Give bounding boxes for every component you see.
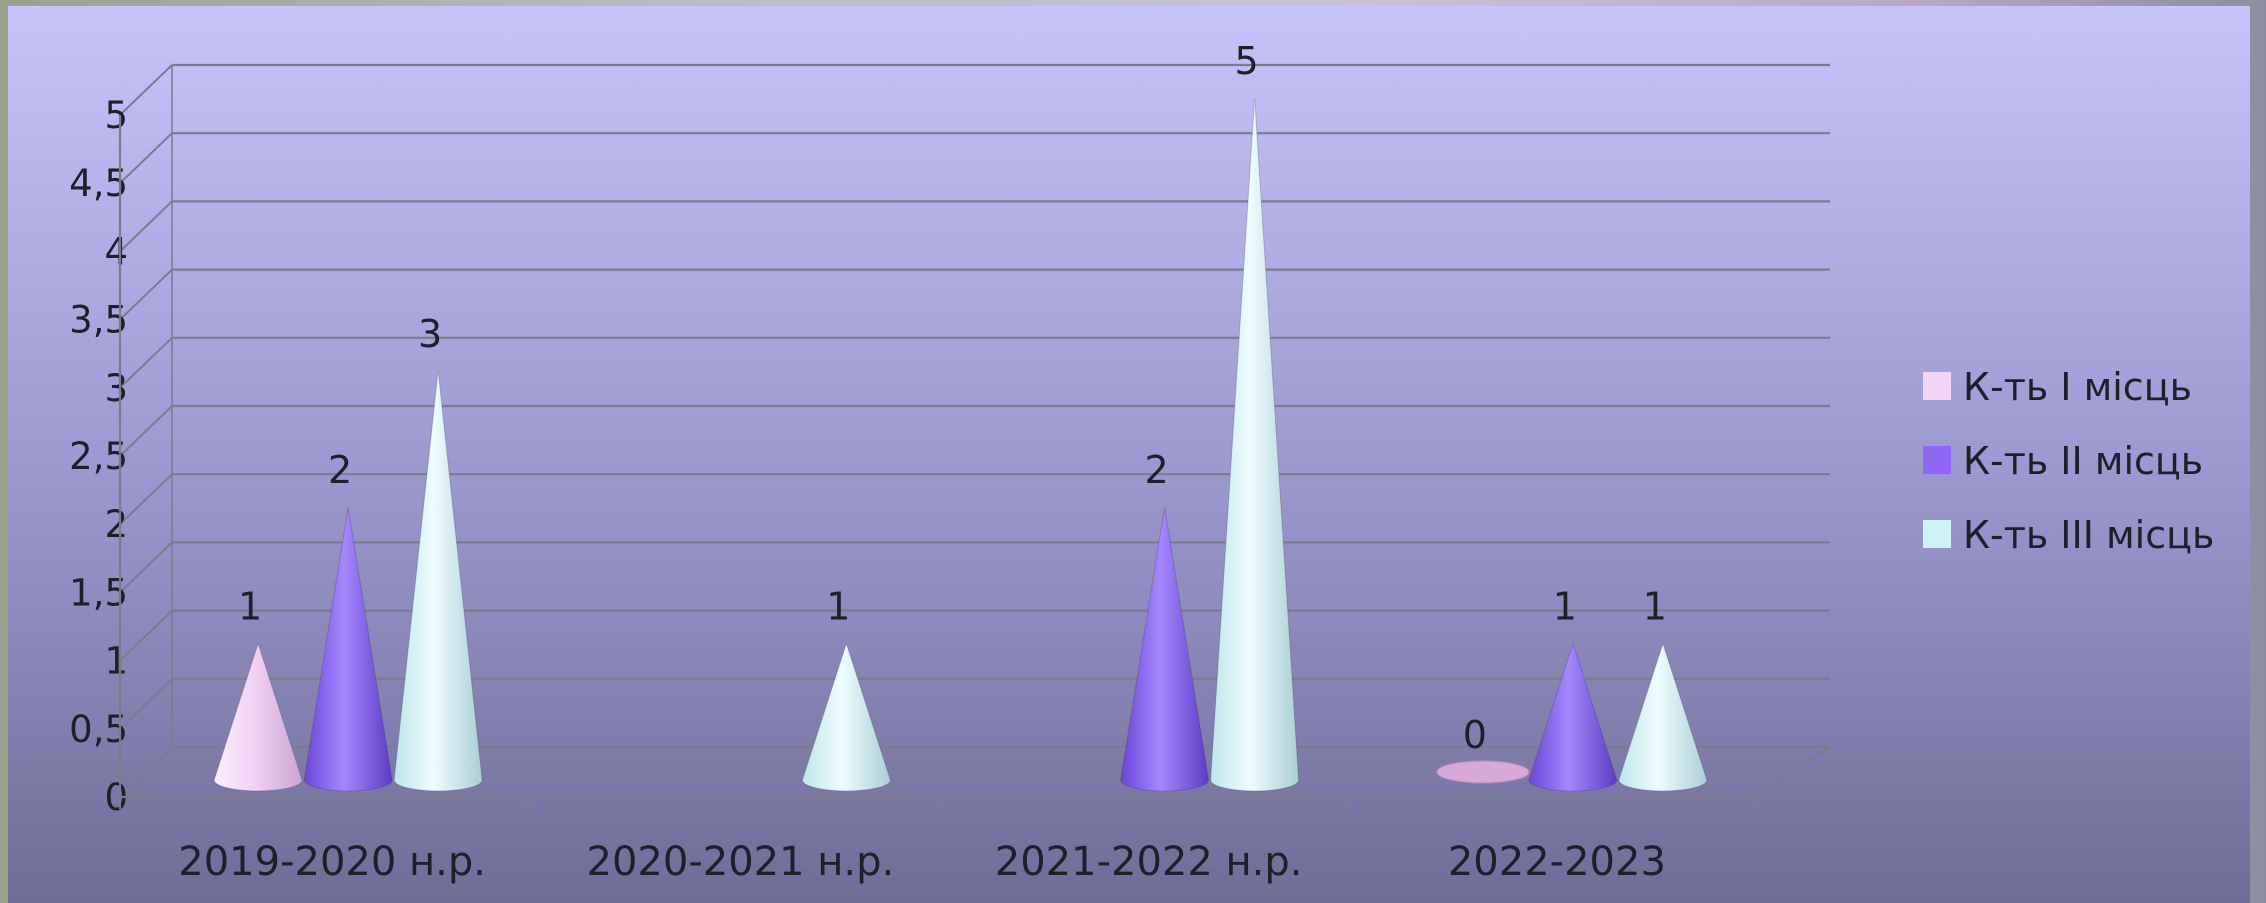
side-gridline	[119, 609, 173, 662]
side-gridline	[119, 337, 173, 389]
y-tick-label: 0	[104, 776, 128, 819]
mark-layer: 1 0 2 2 1 3 1 5 1	[213, 39, 1708, 792]
data-label: 1	[826, 585, 850, 629]
legend-label: К-ть ІІ місць	[1963, 439, 2203, 483]
side-gridline	[119, 541, 173, 594]
side-gridline	[119, 405, 173, 457]
floor-edge	[1752, 746, 1831, 798]
y-tick-label: 4,5	[69, 162, 128, 205]
side-gridline	[119, 473, 173, 525]
cone-mark	[1618, 641, 1708, 792]
cone-mark	[1120, 507, 1210, 792]
side-gridline	[119, 678, 173, 730]
legend-swatch	[1923, 520, 1951, 548]
x-category-label: 2022-2023	[1448, 839, 1666, 885]
cone-mark	[1436, 760, 1530, 784]
legend-label: К-ть ІІІ місць	[1963, 513, 2214, 557]
legend-swatch	[1923, 446, 1951, 474]
side-gridline	[119, 64, 173, 116]
y-tick-label: 4	[104, 230, 128, 273]
x-category-label: 2019-2020 н.р.	[178, 839, 486, 885]
cone-mark	[303, 507, 393, 792]
side-gridline	[119, 746, 173, 798]
data-label: 0	[1463, 713, 1487, 757]
data-label: 1	[1553, 585, 1577, 629]
cone-mark	[801, 641, 891, 792]
data-label: 5	[1235, 39, 1259, 83]
data-label: 2	[1145, 448, 1169, 492]
y-tick-label: 2	[104, 503, 128, 546]
cone-mark	[393, 370, 483, 792]
x-category-label: 2021-2022 н.р.	[995, 839, 1303, 885]
legend-label: К-ть І місць	[1963, 365, 2192, 409]
legend: К-ть І місць К-ть ІІ місць К-ть ІІІ місць	[1923, 365, 2214, 557]
data-label: 3	[418, 312, 442, 356]
side-gridline	[119, 268, 173, 321]
data-label: 1	[1643, 585, 1667, 629]
side-gridline	[119, 200, 173, 253]
y-tick-label: 0,5	[69, 708, 128, 751]
data-label: 2	[328, 448, 352, 492]
cone-mark	[1210, 97, 1300, 792]
data-label: 1	[238, 585, 262, 629]
y-tick-label: 1,5	[69, 571, 128, 614]
y-tick-label: 1	[104, 640, 128, 683]
legend-swatch	[1923, 372, 1951, 400]
x-category-label: 2020-2021 н.р.	[587, 839, 895, 885]
cone-mark	[213, 641, 303, 792]
cone-mark	[1528, 641, 1618, 792]
y-tick-label: 5	[104, 94, 128, 137]
y-tick-label: 2,5	[69, 435, 128, 478]
y-tick-label: 3	[104, 367, 128, 410]
axis-layer: 0 0,5 1 1,5 2 2,5 3 3,5 4 4,5 5 2019-2020 н.р. 2020-…	[69, 65, 1831, 885]
side-gridline	[119, 132, 173, 184]
y-tick-label: 3,5	[69, 299, 128, 342]
